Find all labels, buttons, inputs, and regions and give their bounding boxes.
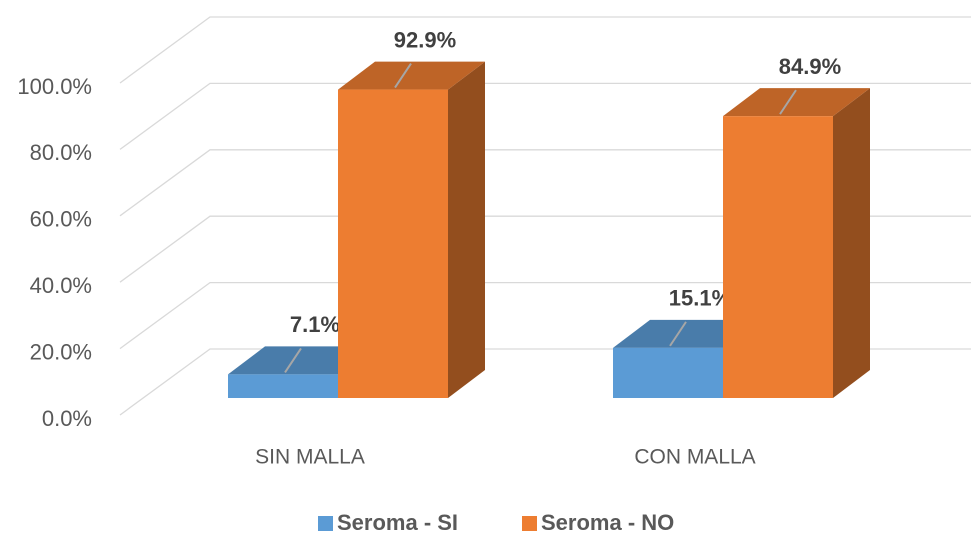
- bar: [228, 374, 338, 398]
- bar-side: [448, 61, 485, 399]
- y-tick-label: 40.0%: [30, 273, 92, 298]
- leader-line: [779, 89, 797, 115]
- grid-line: [119, 281, 971, 350]
- data-label: 7.1%: [290, 312, 340, 337]
- grid-line: [119, 215, 971, 283]
- grid-line: [119, 82, 971, 150]
- y-tick-label: 0.0%: [42, 406, 92, 431]
- grid-line: [119, 149, 971, 217]
- legend-label: Seroma - SI: [337, 510, 458, 535]
- bar: [613, 347, 723, 398]
- data-label: 84.9%: [779, 54, 841, 79]
- bar-side: [833, 88, 870, 398]
- legend-swatch: [318, 516, 333, 531]
- leader-line: [394, 63, 412, 89]
- bar-top: [723, 88, 870, 117]
- bar-top: [338, 61, 485, 90]
- legend-swatch: [522, 516, 537, 531]
- y-tick-label: 100.0%: [17, 74, 92, 99]
- legend-label: Seroma - NO: [541, 510, 674, 535]
- y-tick-label: 80.0%: [30, 140, 92, 165]
- x-tick-label: SIN MALLA: [255, 446, 365, 469]
- leader-line: [669, 321, 687, 347]
- data-label: 15.1%: [669, 286, 731, 311]
- data-label: 92.9%: [394, 27, 456, 52]
- y-tick-label: 60.0%: [30, 207, 92, 232]
- bar: [338, 89, 448, 399]
- x-tick-label: CON MALLA: [634, 446, 755, 469]
- bar: [723, 116, 833, 399]
- leader-line: [284, 347, 302, 373]
- y-tick-label: 20.0%: [30, 339, 92, 364]
- grid-line: [119, 16, 971, 84]
